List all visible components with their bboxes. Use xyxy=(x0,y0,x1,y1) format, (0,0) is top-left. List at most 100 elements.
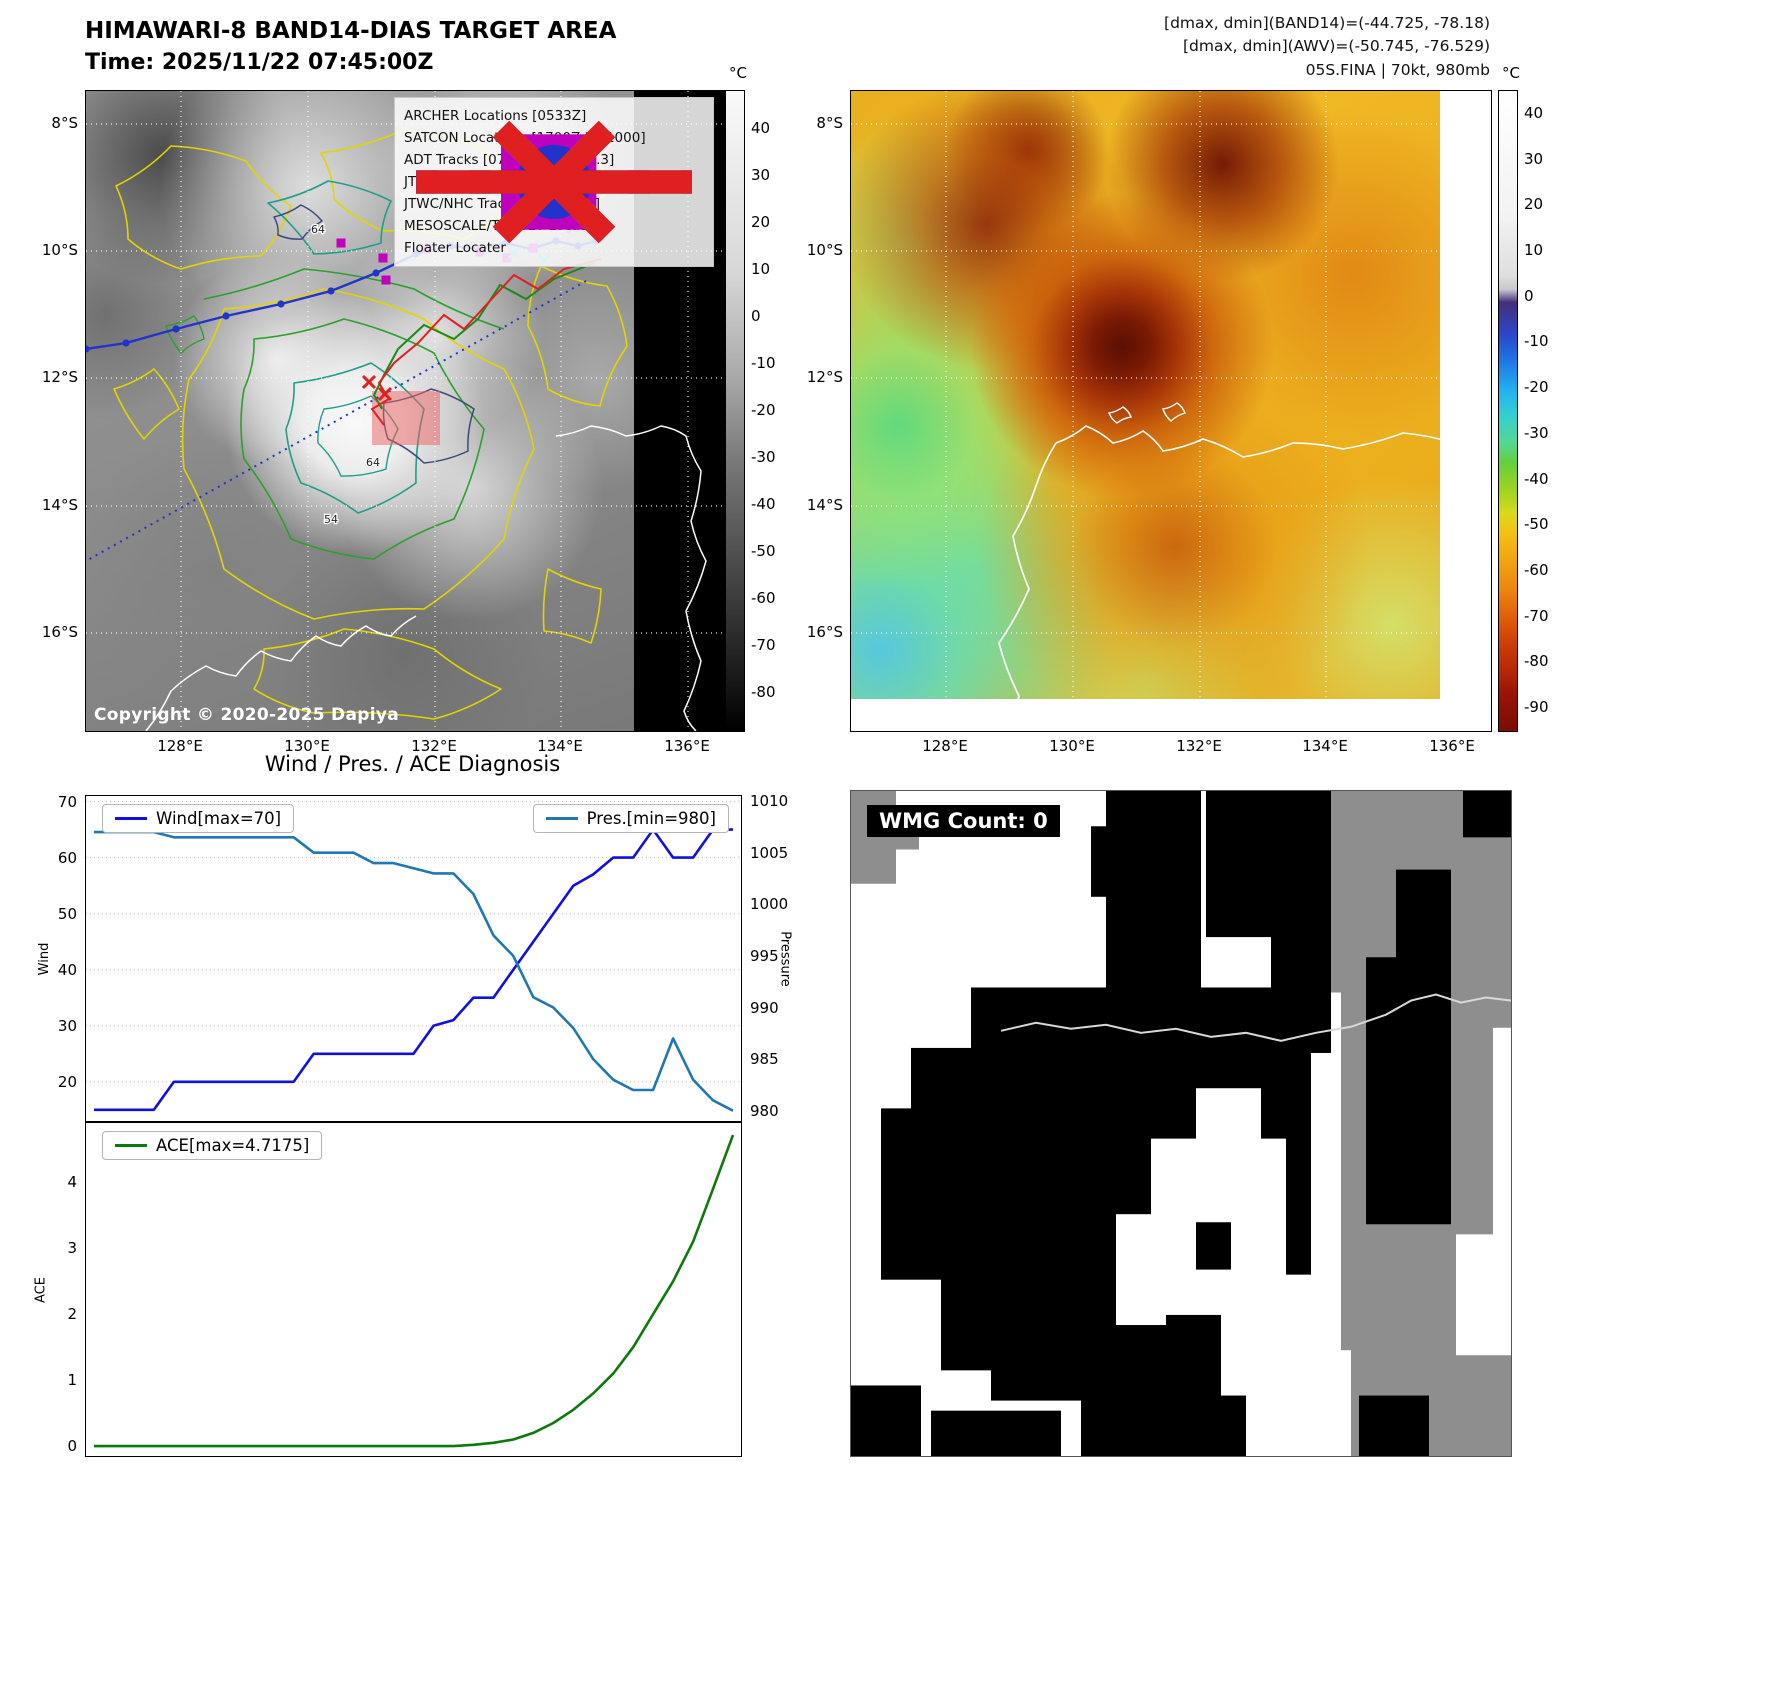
band14-colorbar-gradient xyxy=(725,90,745,732)
series-line xyxy=(94,1134,735,1448)
series-line xyxy=(94,828,733,1112)
ir-latitude-axis: 8°S 10°S 12°S 14°S 16°S xyxy=(785,90,843,730)
line-marker-icon xyxy=(416,170,692,194)
lon-tick: 134°E xyxy=(537,737,583,755)
coastline xyxy=(145,425,707,731)
lat-tick: 12°S xyxy=(806,368,843,386)
contour-value-labels: 64 64 54 xyxy=(310,222,382,528)
header-left: HIMAWARI-8 BAND14-DIAS TARGET AREA Time:… xyxy=(85,18,616,75)
pressure-legend-label: Pres.[min=980] xyxy=(586,809,716,828)
colorbar-tick: -40 xyxy=(751,495,776,514)
colorbar-tick: 20 xyxy=(1524,195,1544,214)
wind-pressure-plot xyxy=(86,801,741,1112)
ace-chart: 0 1 2 3 4 ACE ACE[max=4.7175] xyxy=(33,1122,742,1457)
lon-tick: 134°E xyxy=(1302,737,1348,755)
y-tick: 3 xyxy=(67,1239,77,1258)
y-tick: 70 xyxy=(57,792,77,811)
pressure-legend-swatch xyxy=(545,817,578,820)
colorbar-tick: 0 xyxy=(751,306,761,325)
y-tick: 1 xyxy=(67,1371,77,1390)
ace-legend-label: ACE[max=4.7175] xyxy=(156,1136,310,1155)
y-tick: 30 xyxy=(57,1016,77,1035)
lat-tick: 16°S xyxy=(41,623,78,641)
y-tick: 980 xyxy=(750,1101,779,1120)
colorbar-tick: 0 xyxy=(1524,286,1534,305)
legend-label: Floater Locater xyxy=(404,240,506,256)
colorbar-tick: 20 xyxy=(751,212,771,231)
metric-line: [dmax, dmin](AWV)=(-50.745, -76.529) xyxy=(1183,37,1490,56)
ace-legend: ACE[max=4.7175] xyxy=(102,1131,323,1160)
y-tick: 995 xyxy=(750,946,779,965)
colorbar-tick: -20 xyxy=(751,401,776,419)
wmg-panel: WMG Count: 0 xyxy=(850,790,1512,1457)
jtwc-forecast-line xyxy=(86,280,587,562)
pressure-legend: Pres.[min=980] xyxy=(532,804,729,833)
colorbar-tick: -60 xyxy=(751,589,776,608)
mesoscale-target-markers xyxy=(361,374,393,402)
svg-text:64: 64 xyxy=(366,456,380,469)
lat-tick: 14°S xyxy=(806,496,843,514)
y-tick: 1000 xyxy=(750,895,789,914)
colorbar-tick: -30 xyxy=(1524,423,1549,442)
page-title: HIMAWARI-8 BAND14-DIAS TARGET AREA xyxy=(85,18,617,44)
lon-tick: 136°E xyxy=(1429,737,1475,755)
ace-plot xyxy=(94,1134,735,1448)
series-line xyxy=(94,830,734,1112)
lon-tick: 136°E xyxy=(664,737,710,755)
y-tick: 990 xyxy=(750,998,779,1017)
coastline xyxy=(998,402,1491,731)
lat-tick: 14°S xyxy=(41,496,78,514)
lon-tick: 132°E xyxy=(1176,737,1222,755)
wind-legend-label: Wind[max=70] xyxy=(156,809,282,828)
copyright-label: Copyright © 2020-2025 Dapiya xyxy=(94,705,399,725)
colorbar-tick: -80 xyxy=(751,683,776,702)
colorbar-tick: -70 xyxy=(1524,606,1549,625)
map-legend: ARCHER Locations [0533Z]SATCON Locations… xyxy=(394,97,714,267)
colorbar-tick: 10 xyxy=(751,259,771,278)
colorbar-tick: -10 xyxy=(1524,332,1549,351)
y-tick: 1005 xyxy=(750,843,789,862)
ace-legend-swatch xyxy=(115,1144,147,1147)
lat-tick: 8°S xyxy=(816,114,843,132)
colorbar-tick: 10 xyxy=(1524,241,1544,259)
legend-item: Floater Locater xyxy=(404,170,704,259)
wmg-coastline xyxy=(1000,993,1511,1042)
colorbar-tick: -50 xyxy=(1524,515,1549,534)
colorbar-tick: -70 xyxy=(751,636,776,655)
svg-text:64: 64 xyxy=(311,223,325,236)
lon-tick: 130°E xyxy=(284,737,330,755)
band14-map-panel: 64 64 54 ARCHER Locations [0533Z]SATCON Lo… xyxy=(85,90,727,732)
lon-tick: 130°E xyxy=(1049,737,1095,755)
target-area-box xyxy=(372,391,440,445)
colorbar-tick: -50 xyxy=(751,542,776,561)
svg-text:54: 54 xyxy=(324,513,338,526)
colorbar-tick: -20 xyxy=(1524,378,1549,397)
legend-label: ARCHER Locations [0533Z] xyxy=(404,108,587,124)
colorbar-tick: -40 xyxy=(1524,469,1549,488)
band14-latitude-axis: 8°S 10°S 12°S 14°S 16°S xyxy=(20,90,78,730)
ace-axis-label: ACE xyxy=(33,1276,49,1303)
wind-axis-label: Wind xyxy=(36,942,52,975)
colorbar-tick: -30 xyxy=(751,448,776,467)
band14-longitude-axis: 128°E 130°E 132°E 134°E 136°E xyxy=(85,737,725,759)
y-tick: 20 xyxy=(57,1072,77,1091)
lon-tick: 128°E xyxy=(922,737,968,755)
y-tick: 4 xyxy=(67,1173,77,1192)
colorbar-tick: 40 xyxy=(1524,103,1544,122)
colorbar-tick: 40 xyxy=(751,118,771,137)
y-tick: 40 xyxy=(57,960,77,979)
ir-colorbar-gradient xyxy=(1498,90,1518,732)
ir-colorbar: °C 40 30 20 10 0 -10 -20 -30 -40 -50 -60 -70 -80 -90 xyxy=(1498,64,1570,732)
colorbar-tick: 30 xyxy=(1524,149,1544,168)
y-tick: 985 xyxy=(750,1050,779,1069)
lon-tick: 132°E xyxy=(411,737,457,755)
colorbar-tick: -80 xyxy=(1524,652,1549,671)
wmg-mask-image xyxy=(851,791,1511,1456)
lat-tick: 10°S xyxy=(806,241,843,259)
colorbar-tick: -90 xyxy=(1524,698,1549,717)
y-tick: 50 xyxy=(57,904,77,923)
enhanced-ir-satellite-image xyxy=(851,91,1440,699)
y-tick: 2 xyxy=(67,1305,77,1324)
lat-tick: 16°S xyxy=(806,623,843,641)
